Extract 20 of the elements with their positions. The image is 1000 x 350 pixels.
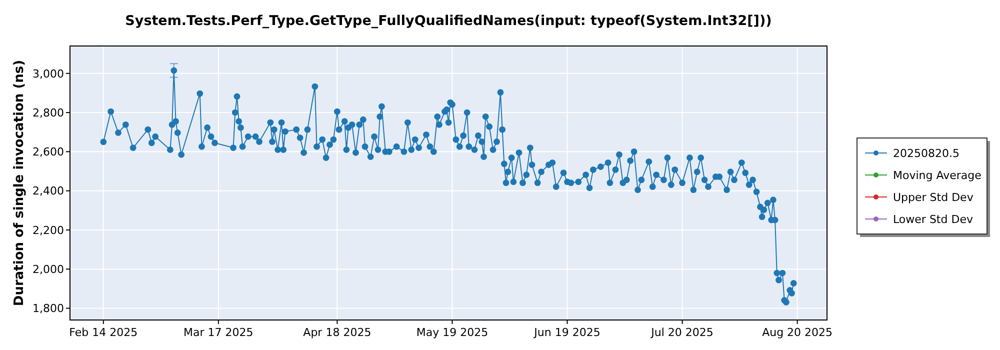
x-tick-label: Aug 20 2025 bbox=[762, 326, 833, 339]
y-tick-label: 2,600 bbox=[32, 146, 64, 159]
x-tick-label: Apr 18 2025 bbox=[303, 326, 372, 339]
chart-title: System.Tests.Perf_Type.GetType_FullyQualifiedNames(input: typeof(System.Int32[])) bbox=[125, 13, 772, 29]
legend-label: Lower Std Dev bbox=[893, 212, 974, 226]
x-tick-label: Mar 17 2025 bbox=[184, 326, 254, 339]
y-tick-label: 2,000 bbox=[32, 262, 64, 276]
y-tick-label: 2,800 bbox=[32, 106, 64, 120]
y-tick-label: 3,000 bbox=[32, 67, 64, 80]
x-tick-label: Jul 20 2025 bbox=[650, 326, 714, 339]
y-tick-label: 1,800 bbox=[32, 302, 64, 316]
x-tick-label: Feb 14 2025 bbox=[69, 326, 138, 339]
x-tick-label: May 19 2025 bbox=[416, 326, 488, 339]
y-tick-label: 2,400 bbox=[32, 184, 64, 198]
y-axis-title: Duration of single invocation (ns) bbox=[12, 60, 27, 306]
x-tick-label: Jun 19 2025 bbox=[533, 326, 600, 339]
legend-label: 20250820.5 bbox=[893, 146, 960, 160]
legend-label: Moving Average bbox=[893, 168, 982, 182]
legend-label: Upper Std Dev bbox=[893, 190, 974, 204]
y-tick-label: 2,200 bbox=[32, 224, 64, 237]
